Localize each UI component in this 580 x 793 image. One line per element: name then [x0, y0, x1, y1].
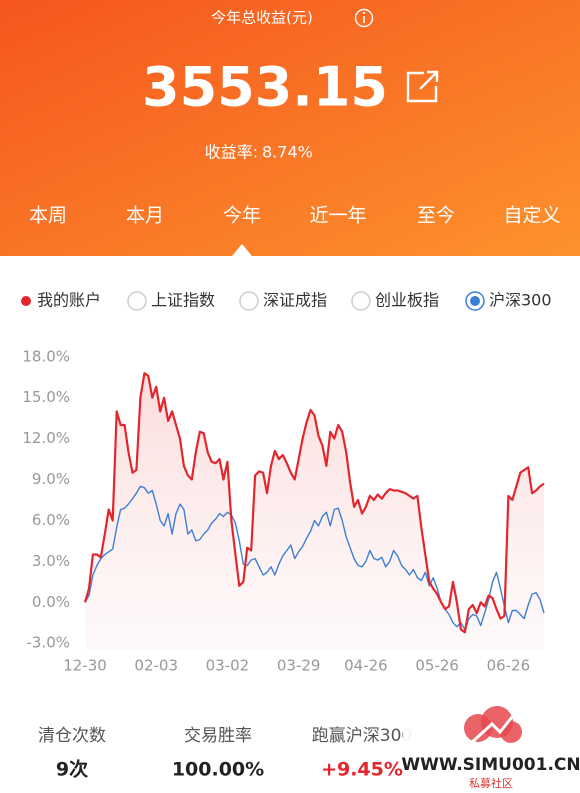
x-tick-label: 04-26 — [344, 657, 388, 675]
benchmark-label[interactable]: 上证指数 — [151, 291, 215, 310]
tab-indicator — [232, 244, 252, 256]
radio[interactable] — [127, 291, 147, 311]
stats: 清仓次数 9次 交易胜率 100.00% 跑赢沪深300 +9.45% — [38, 726, 412, 781]
tab[interactable]: 本月 — [126, 205, 164, 227]
share-icon[interactable] — [406, 70, 439, 103]
rate-value: 8.74% — [262, 143, 313, 162]
stat-value: 9次 — [56, 758, 88, 781]
x-tick-label: 05-26 — [415, 657, 459, 675]
watermark-name: 私募社区 — [469, 776, 513, 790]
stat-label: 交易胜率 — [184, 726, 252, 746]
y-tick-label: 6.0% — [32, 511, 70, 529]
stat-value: +9.45% — [321, 759, 403, 781]
stat-label: 清仓次数 — [38, 726, 106, 746]
benchmark-label[interactable]: 深证成指 — [263, 291, 327, 310]
series-line — [83, 372, 545, 634]
legend-label: 我的账户 — [37, 291, 101, 310]
plot: 18.0% 15.0% 12.0% 9.0% 6.0% 3.0% 0.0% -3.0% 12-3… — [22, 347, 545, 675]
radio[interactable] — [239, 291, 259, 311]
x-tick-label: 03-02 — [206, 657, 250, 675]
watermark-logo — [464, 706, 522, 746]
watermark-site: WWW.SIMU001.CN — [401, 755, 580, 775]
info-icon[interactable] — [354, 8, 374, 28]
legend-dot — [21, 296, 31, 306]
tab[interactable]: 近一年 — [309, 205, 366, 227]
y-tick-label: 15.0% — [22, 388, 70, 406]
header-title: 今年总收益(元) — [211, 9, 313, 27]
legend: 我的账户 上证指数 深证成指 创业板指 沪深300 — [21, 291, 552, 311]
x-tick-label: 03-29 — [277, 657, 321, 675]
radio[interactable] — [351, 291, 371, 311]
rate-label: 收益率: — [205, 143, 258, 162]
watermark: WWW.SIMU001.CN 私募社区 — [401, 700, 580, 793]
radio-dot — [470, 296, 480, 306]
y-tick-label: 18.0% — [22, 347, 70, 365]
stat-label: 跑赢沪深300 — [312, 726, 412, 746]
benchmark-label[interactable]: 创业板指 — [375, 291, 439, 310]
y-tick-label: 12.0% — [22, 429, 70, 447]
total-amount: 3553.15 — [142, 56, 388, 119]
tab[interactable]: 至今 — [417, 205, 455, 227]
y-tick-label: 0.0% — [32, 593, 70, 611]
x-tick-label: 02-03 — [134, 657, 178, 675]
x-tick-label: 12-30 — [63, 657, 107, 675]
header-bg — [0, 0, 580, 256]
tab[interactable]: 本周 — [29, 205, 67, 227]
stat-value: 100.00% — [172, 759, 264, 781]
y-tick-label: 9.0% — [32, 470, 70, 488]
y-tick-label: 3.0% — [32, 552, 70, 570]
tab[interactable]: 今年 — [223, 205, 261, 227]
area-fill — [85, 373, 544, 650]
y-tick-label: -3.0% — [26, 634, 70, 652]
tab[interactable]: 自定义 — [503, 205, 560, 227]
tab-bar: 本周 本月 今年 近一年 至今 自定义 — [29, 205, 561, 256]
benchmark-label[interactable]: 沪深300 — [489, 291, 552, 310]
x-tick-label: 06-26 — [487, 657, 531, 675]
